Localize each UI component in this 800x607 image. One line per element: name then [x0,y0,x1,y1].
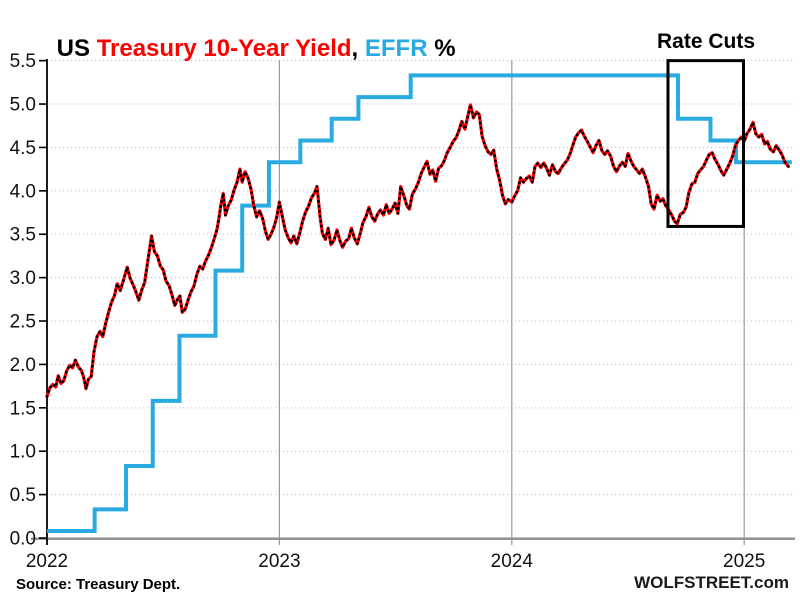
chart-title: US Treasury 10-Year Yield, EFFR % [30,7,456,91]
title-us: US [56,35,97,62]
y-tick-label: 3.5 [10,225,36,246]
x-tick-label: 2023 [258,551,300,572]
wolfstreet-watermark: WOLFSTREET.com [634,573,789,592]
x-tick-label: 2024 [491,551,534,572]
y-tick-label: 0.0 [10,529,36,550]
y-tick-label: 1.5 [10,398,36,419]
y-tick-label: 5.0 [10,95,36,116]
y-tick-label: 5.5 [10,51,36,72]
y-tick-label: 4.5 [10,138,36,159]
x-tick-label: 2025 [723,551,765,572]
y-tick-label: 3.0 [10,268,36,289]
source-note: Source: Treasury Dept. [16,576,181,593]
title-yield: Treasury 10-Year Yield [96,35,352,62]
y-tick-label: 0.5 [10,485,36,506]
y-tick-label: 2.5 [10,312,36,333]
title-pct: % [427,35,456,62]
rate-cuts-annotation-label: Rate Cuts [656,30,756,53]
treasury-10y-yield-dots [45,103,790,398]
title-effr: EFFR [364,35,428,62]
treasury-10y-yield-line [45,103,790,399]
title-comma: , [351,35,365,62]
y-tick-label: 1.0 [10,442,36,463]
y-tick-label: 4.0 [10,181,36,202]
x-tick-label: 2022 [26,551,68,572]
rate-cuts-box [666,59,746,228]
y-tick-label: 2.0 [10,355,36,376]
effr-step-line [47,73,792,534]
